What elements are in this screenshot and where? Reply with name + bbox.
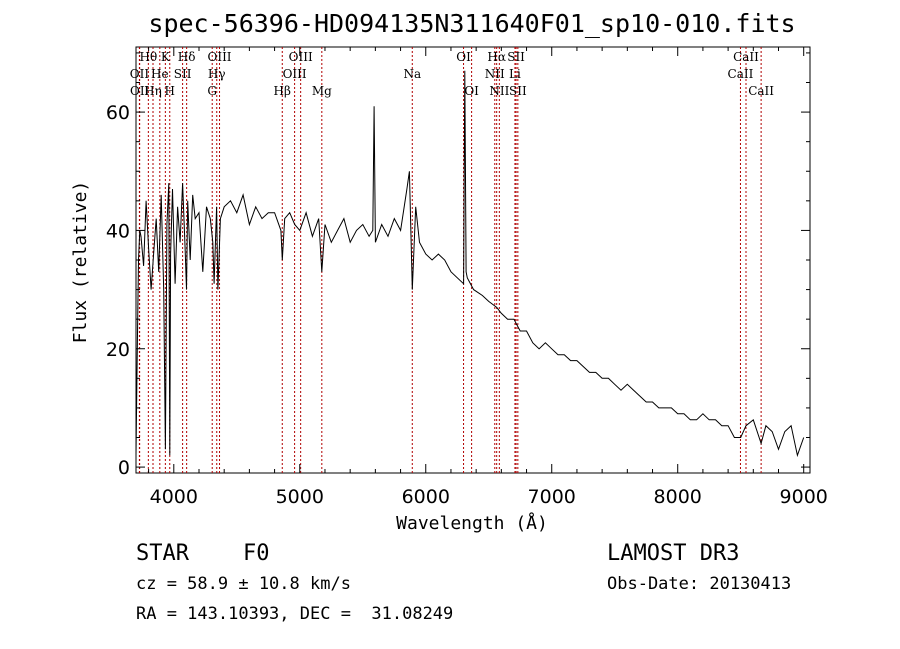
line-label-1: OII — [130, 67, 150, 81]
chart-title: spec-56396-HD094135N311640F01_sp10-010.f… — [148, 9, 795, 38]
line-label-15: Mg — [312, 84, 332, 98]
line-label-19: Hα — [487, 50, 506, 64]
line-label-2: OII — [130, 84, 150, 98]
x-tick-label-5: 9000 — [780, 486, 828, 508]
line-label-20: SII — [507, 50, 525, 64]
x-tick-label-2: 6000 — [402, 486, 450, 508]
line-label-14: Hβ — [274, 84, 291, 98]
line-label-21: NII — [485, 67, 505, 81]
plot-frame — [135, 46, 811, 474]
x-tick-label-3: 7000 — [528, 486, 576, 508]
spectral-line-labels: Hθ OII OII K He Hη Hδ SII H OIII Hγ G OIII OIII Hβ Mg Na… — [130, 50, 775, 98]
y-tick-label-0: 0 — [118, 457, 130, 479]
line-label-6: Hδ — [178, 50, 196, 64]
line-label-18: OI — [464, 84, 479, 98]
x-tick-label-0: 4000 — [150, 486, 198, 508]
line-label-11: G — [207, 84, 217, 98]
line-label-4: He — [151, 67, 169, 81]
line-label-0: Hθ — [139, 50, 157, 64]
x-tick-label-4: 8000 — [654, 486, 702, 508]
line-label-5: Hη — [144, 84, 162, 98]
line-label-23: NII — [489, 84, 509, 98]
y-tick-label-2: 40 — [106, 220, 130, 242]
redshift-cz: cz = 58.9 ± 10.8 km/s — [136, 574, 351, 594]
spectral-line-markers — [138, 47, 762, 473]
x-axis-ticks: 4000 5000 6000 7000 8000 9000 — [148, 47, 828, 508]
ra-dec-coordinates: RA = 143.10393, DEC = 31.08249 — [136, 604, 454, 624]
y-tick-label-3: 60 — [106, 102, 130, 124]
line-label-25: CaII — [733, 50, 759, 64]
y-tick-label-1: 20 — [106, 339, 130, 361]
line-label-24: SII — [509, 84, 527, 98]
line-label-10: Hγ — [208, 67, 226, 81]
line-label-13: OIII — [283, 67, 307, 81]
spectral-subclass: F0 — [243, 541, 270, 566]
flux-series-line — [135, 70, 805, 458]
survey-name: LAMOST DR3 — [607, 541, 740, 566]
object-class: STAR — [136, 541, 189, 566]
line-label-16: Na — [403, 67, 421, 81]
line-label-22: Li — [509, 67, 521, 81]
line-label-27: CaII — [748, 84, 774, 98]
x-axis-label: Wavelength (Å) — [396, 512, 548, 534]
y-axis-ticks: 0 20 40 60 — [106, 52, 810, 479]
line-label-26: CaII — [728, 67, 754, 81]
line-label-12: OIII — [289, 50, 313, 64]
plot-area: Hθ OII OII K He Hη Hδ SII H OIII Hγ G OIII OIII Hβ Mg Na… — [106, 46, 828, 508]
y-axis-label: Flux (relative) — [70, 181, 91, 344]
x-tick-label-1: 5000 — [276, 486, 324, 508]
line-label-17: OI — [456, 50, 471, 64]
observation-date: Obs-Date: 20130413 — [607, 574, 792, 594]
line-label-3: K — [161, 50, 171, 64]
line-label-8: H — [165, 84, 175, 98]
line-label-9: OIII — [207, 50, 231, 64]
line-label-7: SII — [174, 67, 192, 81]
